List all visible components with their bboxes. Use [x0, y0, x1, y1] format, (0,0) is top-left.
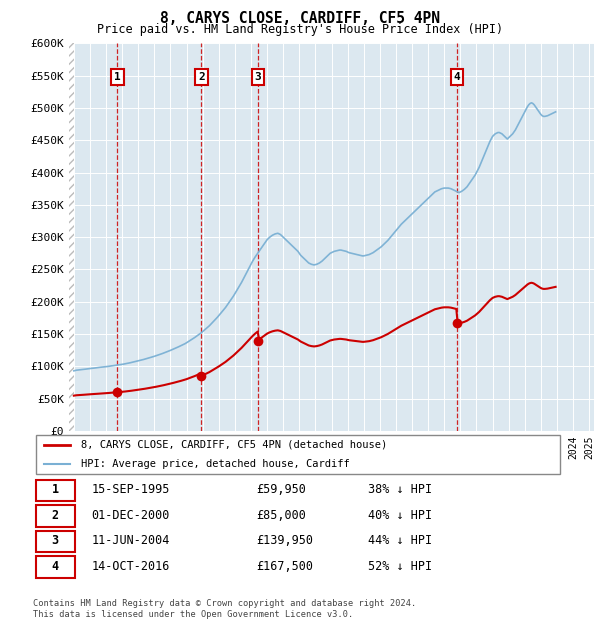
Text: £139,950: £139,950 [256, 534, 313, 547]
Text: 38% ↓ HPI: 38% ↓ HPI [368, 484, 431, 497]
Text: 3: 3 [52, 534, 59, 547]
Text: Contains HM Land Registry data © Crown copyright and database right 2024.
This d: Contains HM Land Registry data © Crown c… [33, 600, 416, 619]
FancyBboxPatch shape [35, 435, 560, 474]
FancyBboxPatch shape [35, 505, 76, 527]
Text: 8, CARYS CLOSE, CARDIFF, CF5 4PN: 8, CARYS CLOSE, CARDIFF, CF5 4PN [160, 11, 440, 25]
Text: 3: 3 [254, 72, 262, 82]
Text: 1: 1 [52, 484, 59, 497]
Text: HPI: Average price, detached house, Cardiff: HPI: Average price, detached house, Card… [81, 459, 350, 469]
Text: 4: 4 [454, 72, 460, 82]
Text: 4: 4 [52, 560, 59, 573]
Text: 01-DEC-2000: 01-DEC-2000 [91, 509, 170, 522]
Text: 52% ↓ HPI: 52% ↓ HPI [368, 560, 431, 573]
Text: Price paid vs. HM Land Registry's House Price Index (HPI): Price paid vs. HM Land Registry's House … [97, 23, 503, 36]
Text: 15-SEP-1995: 15-SEP-1995 [91, 484, 170, 497]
Text: 1: 1 [114, 72, 121, 82]
FancyBboxPatch shape [35, 531, 76, 552]
FancyBboxPatch shape [35, 556, 76, 578]
Text: 11-JUN-2004: 11-JUN-2004 [91, 534, 170, 547]
Text: 40% ↓ HPI: 40% ↓ HPI [368, 509, 431, 522]
Text: 2: 2 [198, 72, 205, 82]
Text: 14-OCT-2016: 14-OCT-2016 [91, 560, 170, 573]
Text: £85,000: £85,000 [256, 509, 306, 522]
Text: 8, CARYS CLOSE, CARDIFF, CF5 4PN (detached house): 8, CARYS CLOSE, CARDIFF, CF5 4PN (detach… [81, 440, 387, 450]
Text: 2: 2 [52, 509, 59, 522]
Text: £167,500: £167,500 [256, 560, 313, 573]
Text: £59,950: £59,950 [256, 484, 306, 497]
Text: 44% ↓ HPI: 44% ↓ HPI [368, 534, 431, 547]
FancyBboxPatch shape [35, 480, 76, 501]
